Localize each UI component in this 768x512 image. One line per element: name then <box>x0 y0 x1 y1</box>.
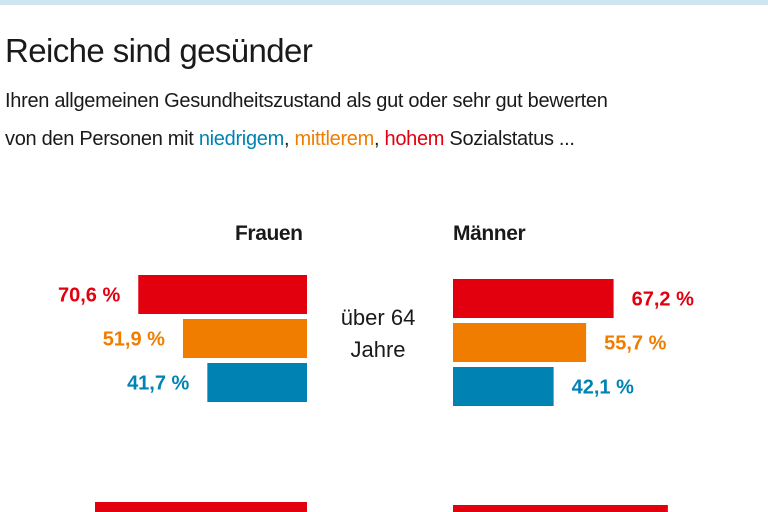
bar-maenner-high <box>453 505 668 512</box>
bar-frauen-high <box>138 275 307 314</box>
panel-header-maenner: Männer <box>453 222 526 245</box>
bar-frauen-low <box>207 363 307 402</box>
bar-frauen-mid <box>182 319 307 358</box>
legend-separator: , <box>374 128 385 150</box>
panel-header-frauen: Frauen <box>235 222 303 245</box>
legend-mid: mittlerem <box>294 128 374 150</box>
value-label: 55,7 % <box>604 333 666 355</box>
value-label: 70,6 % <box>58 285 120 307</box>
top-band <box>0 0 768 5</box>
group-label-line-1: über 64 <box>340 305 416 330</box>
bar-maenner-mid <box>453 323 587 362</box>
chart-title: Reiche sind gesünder <box>5 32 313 69</box>
subtitle-line-2: von den Personen mit niedrigem, mittlere… <box>5 128 575 151</box>
subtitle-line-1: Ihren allgemeinen Gesundheitszustand als… <box>5 90 608 112</box>
group-label: über 64 Jahre <box>308 302 448 366</box>
legend-high: hohem <box>384 128 445 150</box>
bar-maenner-high <box>453 279 614 318</box>
subtitle-prefix: von den Personen mit <box>5 128 199 150</box>
value-label: 51,9 % <box>103 329 165 351</box>
value-label: 41,7 % <box>127 373 189 395</box>
bar-frauen-high <box>95 502 308 512</box>
bar-maenner-low <box>453 367 554 406</box>
value-label: 67,2 % <box>632 289 694 311</box>
value-label: 42,1 % <box>572 377 634 399</box>
group-label-line-2: Jahre <box>350 337 406 362</box>
legend-low: niedrigem <box>198 128 284 150</box>
legend-separator: , <box>283 128 295 150</box>
subtitle-suffix: Sozialstatus ... <box>444 128 575 150</box>
